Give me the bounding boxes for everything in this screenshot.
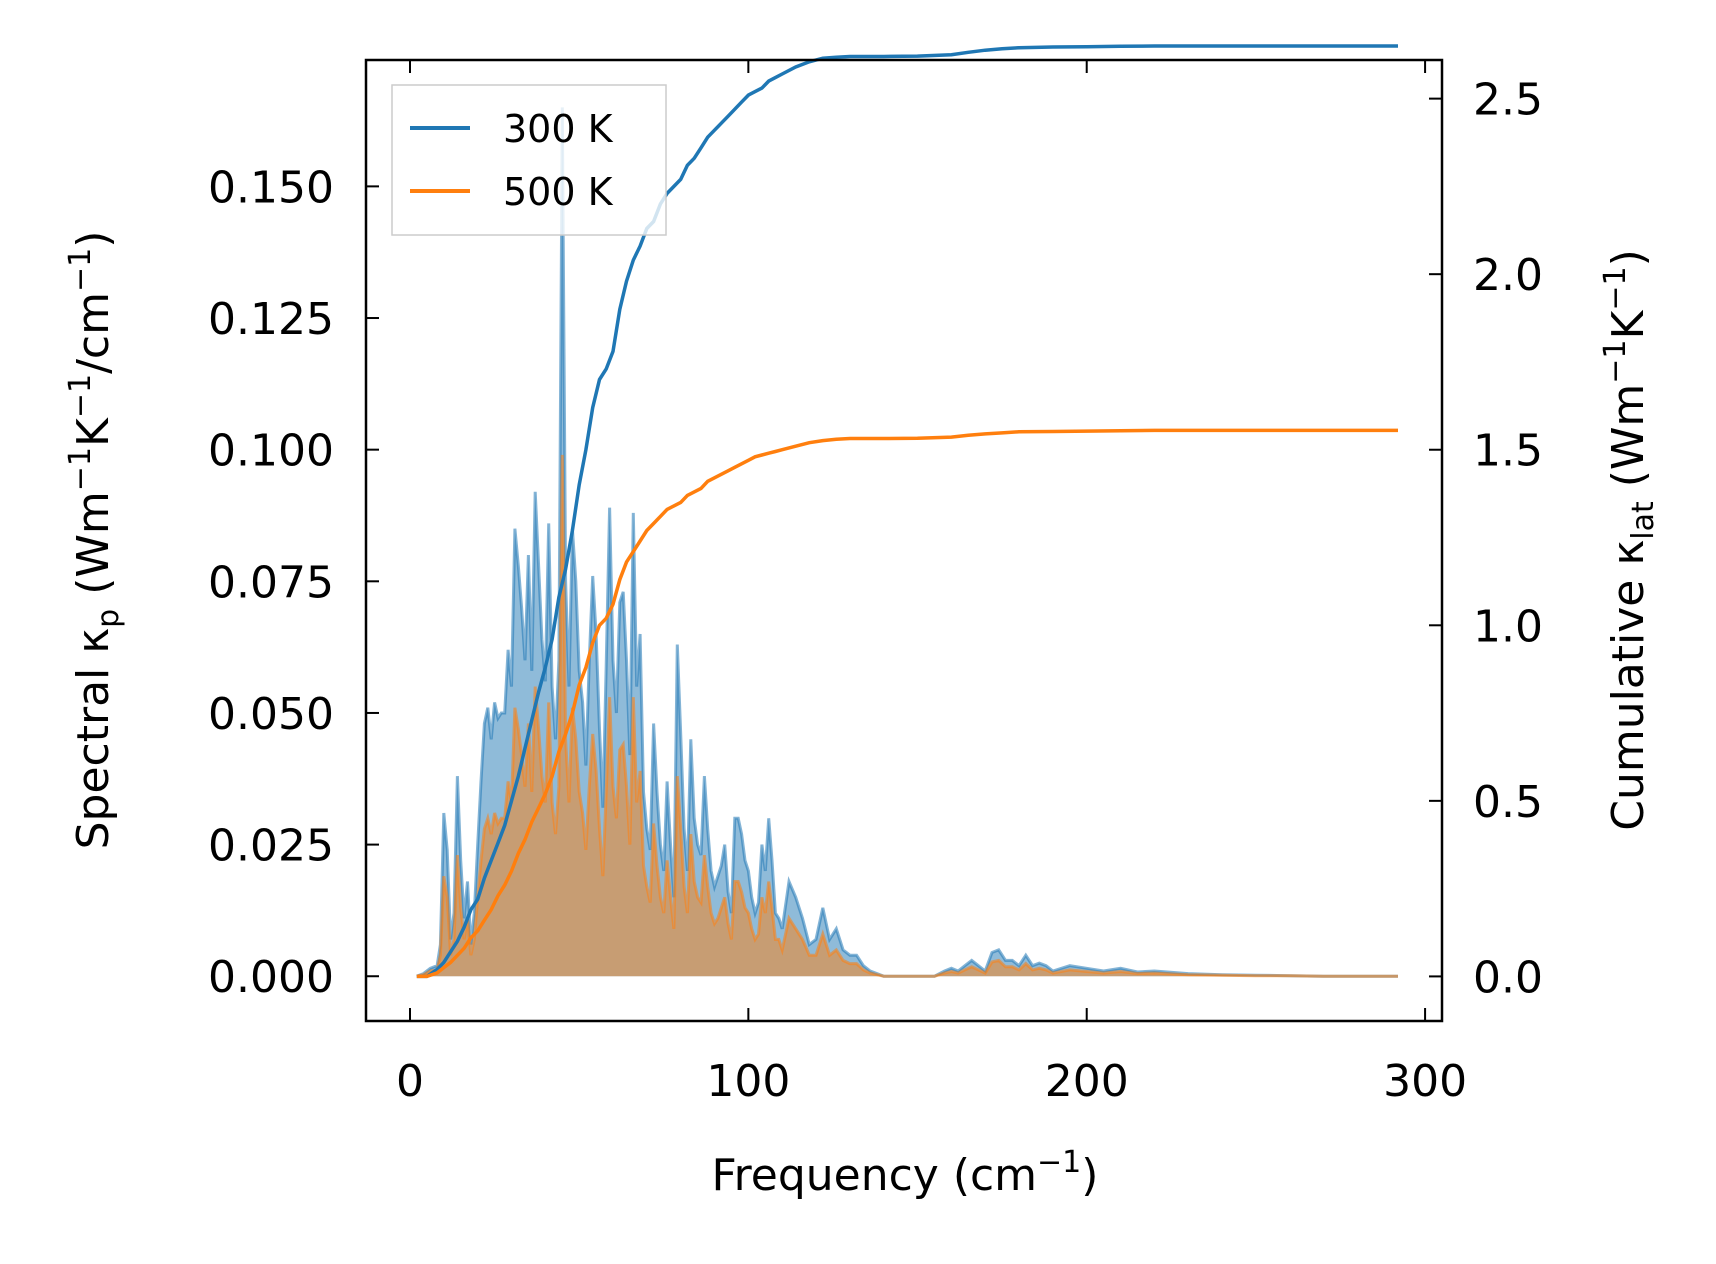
x-tick-label: 100: [706, 1056, 790, 1107]
data-line-group: [416, 44, 1398, 979]
tick-group: 0 100 200 300 0.000 0.025 0.050 0.075 0.100 0.125…: [208, 60, 1543, 1107]
y-right-tick-label: 0.0: [1473, 952, 1543, 1003]
spectral-line-500k: [416, 454, 1398, 978]
y-right-tick-label: 1.0: [1473, 601, 1543, 652]
spectral-fill-500k: [416, 454, 1399, 977]
y-right-tick-label: 2.5: [1473, 75, 1543, 126]
spectral-fill-group: [416, 107, 1399, 978]
spectral-line-300k: [416, 107, 1398, 978]
y-left-axis-label: Spectral κp (Wm−1K−1/cm−1): [63, 231, 126, 850]
legend-box: [391, 84, 667, 236]
y-right-axis-label: Cumulative κlat (Wm−1K−1): [1598, 249, 1661, 831]
cumulative-line-500k: [416, 428, 1398, 979]
x-tick-label: 0: [396, 1056, 424, 1107]
plot-frame: [364, 58, 1444, 1023]
legend-label-500k: 500 K: [503, 170, 614, 214]
y-left-tick-label: 0.000: [208, 952, 334, 1003]
axes-frame: [364, 58, 1444, 1023]
y-left-tick-label: 0.100: [208, 426, 334, 477]
y-left-tick-label: 0.025: [208, 821, 334, 872]
x-tick-label: 200: [1045, 1056, 1129, 1107]
y-left-tick-label: 0.125: [208, 294, 334, 345]
y-left-tick-label: 0.075: [208, 557, 334, 608]
legend-label-300k: 300 K: [503, 107, 614, 151]
y-right-tick-label: 2.0: [1473, 250, 1543, 301]
legend: 300 K 500 K: [391, 84, 667, 236]
y-left-tick-label: 0.150: [208, 162, 334, 213]
x-axis-label: Frequency (cm−1): [712, 1145, 1099, 1201]
cumulative-line-300k: [416, 44, 1398, 979]
y-right-tick-label: 1.5: [1473, 426, 1543, 477]
x-tick-label: 300: [1383, 1056, 1467, 1107]
y-left-tick-label: 0.050: [208, 689, 334, 740]
y-right-tick-label: 0.5: [1473, 777, 1543, 828]
